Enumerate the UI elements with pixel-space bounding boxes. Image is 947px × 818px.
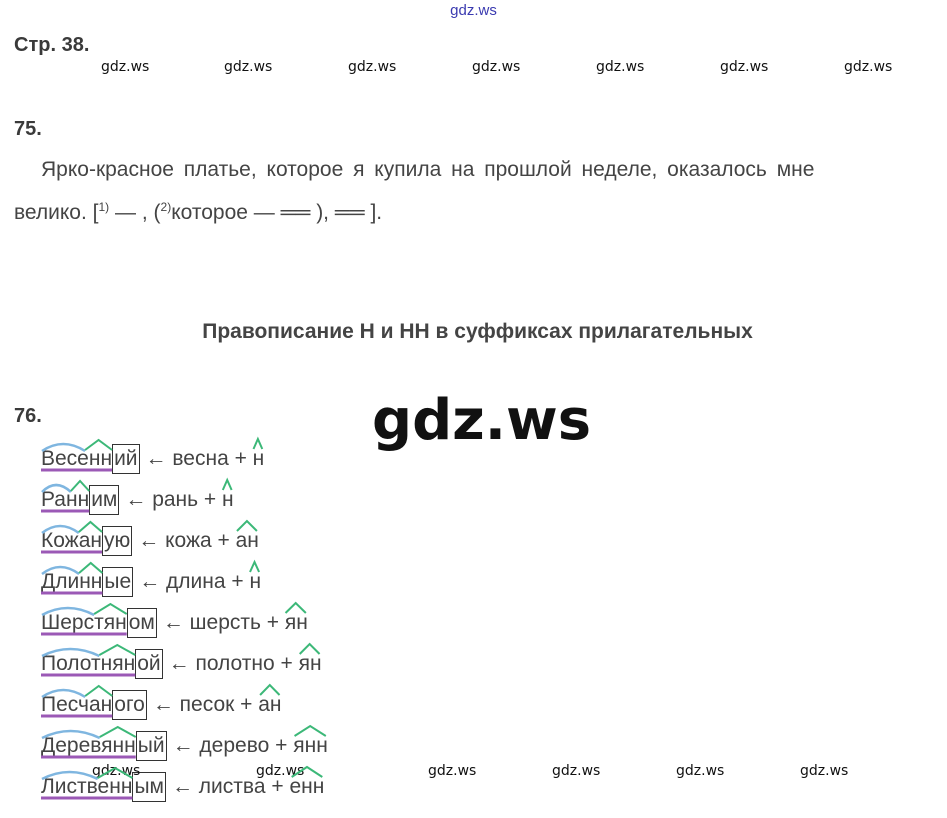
watermark: gdz.ws	[800, 763, 849, 779]
word-row: Ранним ← рань + н	[41, 485, 234, 515]
word-derivation: ← дерево + янн	[172, 734, 328, 757]
top-watermark: gdz.ws	[450, 2, 497, 19]
derivation-suffix-caret	[221, 477, 233, 491]
word-row: Полотняной ← полотно + ян	[41, 649, 322, 679]
word-stem: Ранн	[41, 488, 90, 511]
word-ending: ым	[132, 772, 166, 802]
word-row: Деревянный ← дерево + янн	[41, 731, 328, 761]
word-derivation: ← длина + н	[139, 570, 262, 593]
derivation-suffix-caret	[284, 601, 307, 614]
word-ending: ой	[135, 649, 163, 679]
task-76-number: 76.	[14, 405, 42, 427]
watermark: gdz.ws	[472, 59, 521, 75]
word-ending: ую	[102, 526, 133, 556]
task-75-sentence: Ярко-красное платье, которое я купила на…	[41, 158, 815, 181]
word-derivation: ← рань + н	[125, 488, 234, 511]
watermark: gdz.ws	[224, 59, 273, 75]
scheme-start: велико. [	[14, 201, 99, 224]
word-derivation: ← шерсть + ян	[162, 611, 308, 634]
word-ending: ый	[135, 731, 167, 761]
word-derivation: ← песок + ан	[152, 693, 282, 716]
suffix-caret	[98, 643, 136, 656]
suffix-caret	[97, 766, 133, 779]
derivation-suffix-caret	[299, 642, 321, 655]
word-stem: Песчан	[41, 693, 113, 716]
root-arc	[41, 442, 86, 453]
root-arc	[41, 688, 86, 699]
scheme-end: которое — ══ ), ══ ].	[171, 201, 383, 224]
task-75-scheme: велико. [1) — , (2)которое — ══ ), ══ ].	[14, 200, 382, 225]
derivation-suffix-caret	[252, 436, 264, 450]
word-row: Весенний ← весна + н	[41, 444, 264, 474]
derivation-suffix-caret	[249, 559, 260, 573]
watermark: gdz.ws	[348, 59, 397, 75]
watermark: gdz.ws	[596, 59, 645, 75]
word-derivation: ← листва + енн	[171, 775, 325, 798]
watermark: gdz.ws	[676, 763, 725, 779]
word-stem: Лиственн	[41, 775, 133, 798]
word-stem: Полотнян	[41, 652, 136, 675]
watermark: gdz.ws	[101, 59, 150, 75]
word-stem: Деревянн	[41, 734, 136, 757]
scheme-sup-1: 1)	[98, 200, 110, 214]
root-arc	[41, 729, 101, 740]
word-ending: им	[89, 485, 120, 515]
root-arc	[41, 647, 100, 658]
scheme-mid: — , (	[109, 201, 161, 224]
derivation-suffix-caret	[236, 519, 258, 532]
suffix-caret	[99, 725, 137, 738]
word-row: Кожаную ← кожа + ан	[41, 526, 259, 556]
suffix-caret	[84, 438, 113, 451]
word-ending: ом	[126, 608, 157, 638]
word-row: Лиственным ← листва + енн	[41, 772, 324, 802]
root-arc	[41, 483, 72, 493]
derivation-suffix-caret	[294, 724, 327, 737]
watermark: gdz.ws	[720, 59, 769, 75]
root-arc	[41, 524, 80, 535]
word-stem: Кожан	[41, 529, 103, 552]
word-derivation: ← полотно + ян	[168, 652, 322, 675]
root-arc	[41, 606, 95, 617]
watermark: gdz.ws	[552, 763, 601, 779]
word-derivation: ← весна + н	[145, 447, 265, 470]
word-stem: Длинн	[41, 570, 103, 593]
word-ending: ого	[112, 690, 147, 720]
word-derivation: ← кожа + ан	[138, 529, 259, 552]
root-arc	[41, 565, 80, 576]
suffix-caret	[93, 602, 128, 615]
word-row: Шерстяном ← шерсть + ян	[41, 608, 308, 638]
scheme-sup-2: 2)	[160, 200, 172, 214]
derivation-suffix-caret	[259, 683, 281, 696]
word-stem: Шерстян	[41, 611, 127, 634]
word-row: Песчаного ← песок + ан	[41, 690, 282, 720]
suffix-caret	[84, 684, 113, 697]
suffix-caret	[78, 520, 103, 533]
page-label: Стр. 38.	[14, 34, 90, 56]
word-stem: Весенн	[41, 447, 113, 470]
suffix-caret	[70, 479, 90, 492]
watermark: gdz.ws	[256, 763, 305, 779]
word-row: Длинные ← длина + н	[41, 567, 261, 597]
derivation-suffix-caret	[291, 765, 323, 778]
big-watermark: gdz.ws	[372, 388, 592, 453]
section-title: Правописание Н и НН в суффиксах прилагат…	[202, 320, 753, 343]
word-ending: ые	[102, 567, 134, 597]
suffix-caret	[78, 561, 104, 574]
word-ending: ий	[112, 444, 140, 474]
watermark: gdz.ws	[844, 59, 893, 75]
watermark: gdz.ws	[428, 763, 477, 779]
task-75-number: 75.	[14, 118, 42, 140]
root-arc	[41, 770, 99, 781]
